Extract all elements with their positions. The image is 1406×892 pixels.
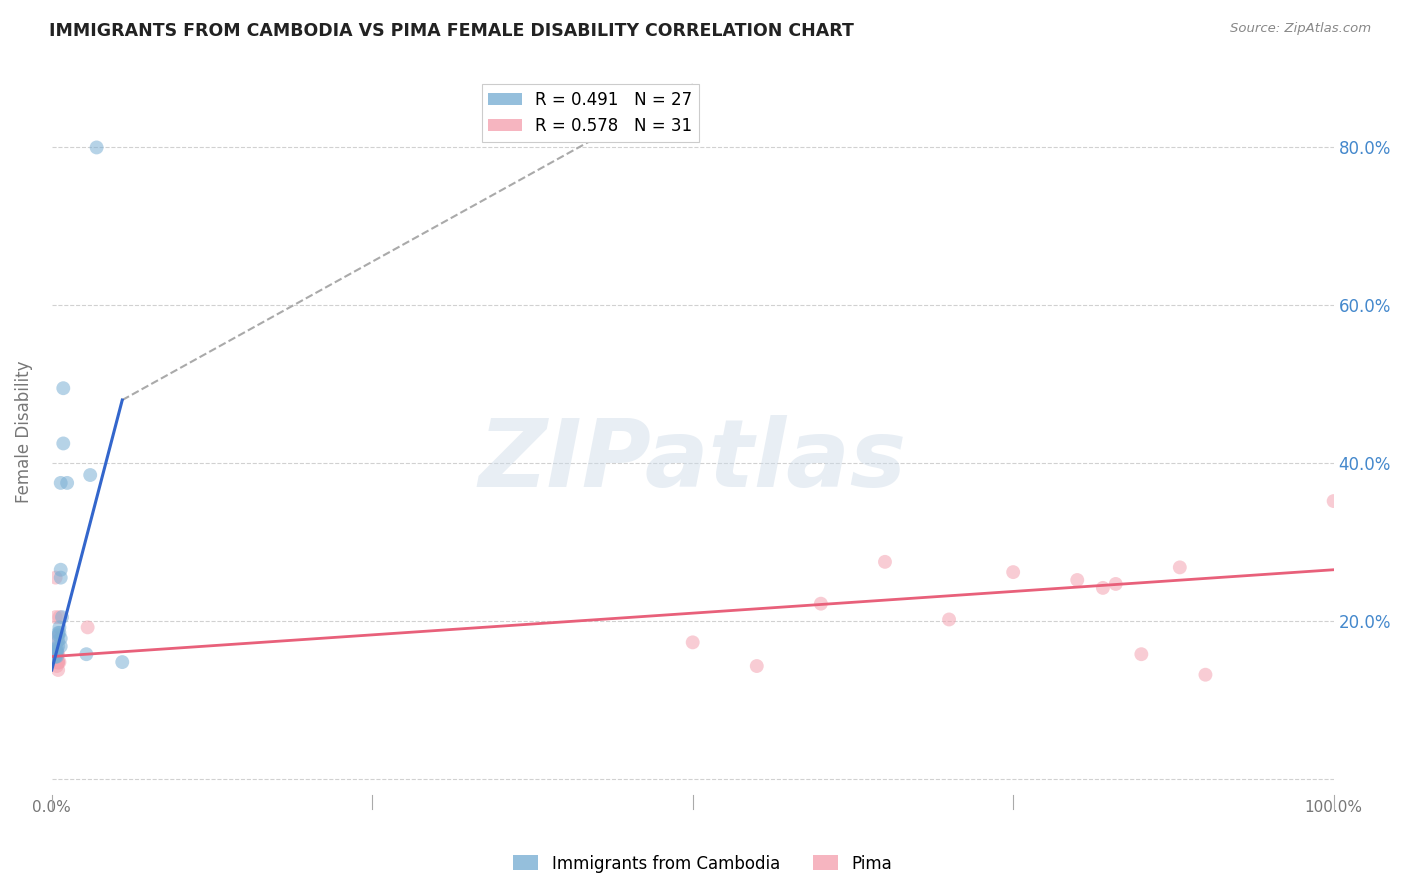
Point — [111, 655, 134, 669]
Point — [45, 647, 67, 661]
Point — [1194, 667, 1216, 681]
Point — [45, 644, 67, 658]
Point — [52, 436, 75, 450]
Point — [1066, 573, 1088, 587]
Point — [46, 633, 69, 648]
Point — [45, 649, 67, 664]
Point — [810, 597, 832, 611]
Point — [56, 475, 79, 490]
Point — [76, 620, 98, 634]
Point — [48, 655, 70, 669]
Point — [51, 610, 73, 624]
Point — [52, 381, 75, 395]
Point — [45, 647, 67, 661]
Point — [46, 655, 69, 669]
Point — [45, 647, 67, 661]
Point — [49, 571, 72, 585]
Point — [49, 475, 72, 490]
Point — [1130, 647, 1153, 661]
Point — [45, 641, 67, 656]
Point — [46, 626, 69, 640]
Point — [45, 648, 67, 663]
Point — [45, 648, 67, 663]
Point — [46, 655, 69, 669]
Point — [45, 643, 67, 657]
Point — [45, 632, 67, 646]
Point — [45, 655, 67, 669]
Point — [49, 632, 72, 646]
Text: Source: ZipAtlas.com: Source: ZipAtlas.com — [1230, 22, 1371, 36]
Point — [48, 620, 70, 634]
Legend: Immigrants from Cambodia, Pima: Immigrants from Cambodia, Pima — [506, 848, 900, 880]
Point — [1002, 565, 1025, 579]
Point — [46, 647, 69, 661]
Point — [46, 628, 69, 642]
Legend: R = 0.491   N = 27, R = 0.578   N = 31: R = 0.491 N = 27, R = 0.578 N = 31 — [482, 84, 699, 142]
Point — [938, 612, 960, 626]
Point — [745, 659, 768, 673]
Point — [45, 659, 67, 673]
Point — [86, 140, 108, 154]
Text: ZIPatlas: ZIPatlas — [478, 415, 907, 507]
Point — [1091, 581, 1114, 595]
Point — [49, 563, 72, 577]
Point — [45, 571, 67, 585]
Point — [1168, 560, 1191, 574]
Point — [79, 468, 101, 483]
Point — [1323, 494, 1346, 508]
Text: IMMIGRANTS FROM CAMBODIA VS PIMA FEMALE DISABILITY CORRELATION CHART: IMMIGRANTS FROM CAMBODIA VS PIMA FEMALE … — [49, 22, 853, 40]
Point — [873, 555, 896, 569]
Point — [45, 649, 67, 664]
Point — [45, 610, 67, 624]
Point — [46, 656, 69, 670]
Point — [1105, 577, 1128, 591]
Point — [75, 647, 97, 661]
Point — [49, 640, 72, 654]
Point — [46, 663, 69, 677]
Point — [46, 640, 69, 654]
Point — [682, 635, 704, 649]
Point — [45, 649, 67, 664]
Y-axis label: Female Disability: Female Disability — [15, 360, 32, 503]
Point — [48, 610, 70, 624]
Point — [45, 644, 67, 658]
Point — [45, 646, 67, 660]
Point — [48, 626, 70, 640]
